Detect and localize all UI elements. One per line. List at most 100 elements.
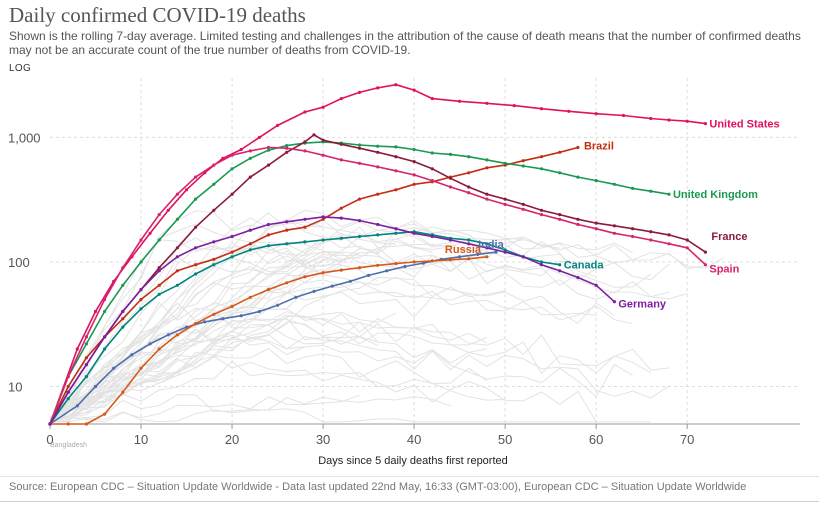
data-point[interactable] (48, 422, 52, 426)
data-point[interactable] (166, 208, 170, 212)
data-point[interactable] (576, 145, 580, 150)
data-point[interactable] (594, 179, 598, 183)
data-point[interactable] (376, 263, 380, 267)
data-point[interactable] (521, 207, 525, 211)
data-point[interactable] (485, 255, 489, 259)
data-point[interactable] (303, 225, 307, 229)
data-point[interactable] (485, 101, 489, 105)
series-label[interactable]: India (478, 239, 505, 251)
data-point[interactable] (266, 222, 271, 227)
data-point[interactable] (285, 242, 289, 246)
data-point[interactable] (348, 279, 352, 283)
data-point[interactable] (285, 228, 289, 232)
data-point[interactable] (667, 118, 671, 122)
data-point[interactable] (75, 404, 79, 408)
data-point[interactable] (412, 182, 416, 186)
data-point[interactable] (121, 390, 125, 394)
data-point[interactable] (703, 263, 708, 267)
data-point[interactable] (321, 105, 325, 109)
series-russia[interactable] (48, 255, 489, 426)
data-point[interactable] (230, 250, 234, 254)
data-point[interactable] (594, 221, 598, 225)
series-label[interactable]: United Kingdom (673, 189, 758, 201)
series-spain[interactable] (48, 145, 708, 426)
data-point[interactable] (285, 281, 289, 285)
data-point[interactable] (139, 238, 143, 242)
data-point[interactable] (667, 192, 671, 196)
data-point[interactable] (357, 143, 362, 147)
data-point[interactable] (412, 231, 416, 235)
series-label[interactable]: France (711, 231, 747, 243)
data-point[interactable] (84, 342, 88, 346)
data-point[interactable] (248, 248, 252, 252)
data-point[interactable] (166, 333, 170, 337)
data-point[interactable] (339, 268, 343, 272)
data-point[interactable] (321, 217, 325, 221)
data-point[interactable] (594, 227, 598, 231)
data-point[interactable] (357, 197, 362, 201)
data-point[interactable] (703, 122, 708, 126)
data-point[interactable] (84, 375, 88, 379)
data-point[interactable] (66, 375, 70, 379)
data-point[interactable] (121, 283, 125, 287)
data-point[interactable] (430, 97, 434, 101)
data-point[interactable] (376, 222, 380, 227)
data-point[interactable] (303, 140, 307, 144)
data-point[interactable] (121, 325, 125, 329)
data-point[interactable] (394, 145, 398, 149)
data-point[interactable] (649, 238, 653, 242)
data-point[interactable] (485, 242, 489, 246)
data-point[interactable] (394, 83, 398, 87)
data-point[interactable] (103, 412, 107, 416)
series-label[interactable]: United States (709, 119, 779, 131)
data-point[interactable] (84, 356, 88, 360)
data-point[interactable] (276, 303, 280, 307)
series-united-kingdom[interactable] (48, 140, 671, 426)
data-point[interactable] (339, 142, 343, 146)
data-point[interactable] (139, 260, 143, 264)
series-label[interactable]: Russia (445, 244, 482, 256)
data-point[interactable] (321, 238, 325, 242)
data-point[interactable] (539, 263, 544, 267)
data-point[interactable] (157, 238, 161, 242)
data-point[interactable] (266, 233, 271, 237)
data-point[interactable] (430, 234, 434, 239)
data-point[interactable] (376, 165, 380, 169)
data-point[interactable] (266, 163, 271, 167)
data-point[interactable] (230, 192, 234, 196)
series-line[interactable] (49, 146, 579, 425)
data-point[interactable] (685, 238, 689, 242)
data-point[interactable] (394, 169, 398, 173)
data-point[interactable] (631, 186, 635, 190)
data-point[interactable] (157, 269, 161, 273)
data-point[interactable] (230, 153, 234, 157)
data-point[interactable] (339, 216, 343, 220)
data-point[interactable] (248, 228, 252, 232)
data-point[interactable] (467, 257, 471, 261)
data-point[interactable] (612, 300, 617, 304)
data-point[interactable] (494, 250, 498, 254)
data-point[interactable] (212, 163, 216, 167)
data-point[interactable] (376, 150, 380, 154)
data-point[interactable] (558, 217, 562, 221)
data-point[interactable] (121, 309, 125, 314)
data-point[interactable] (84, 422, 88, 426)
data-point[interactable] (239, 314, 243, 318)
data-point[interactable] (285, 220, 289, 224)
data-point[interactable] (357, 219, 362, 223)
data-point[interactable] (667, 242, 671, 246)
data-point[interactable] (412, 160, 416, 164)
data-point[interactable] (394, 227, 398, 231)
data-point[interactable] (212, 312, 216, 316)
data-point[interactable] (539, 167, 544, 171)
data-point[interactable] (394, 231, 398, 235)
data-point[interactable] (157, 283, 161, 287)
data-point[interactable] (539, 208, 544, 212)
data-point[interactable] (66, 390, 70, 394)
data-point[interactable] (485, 197, 489, 201)
data-point[interactable] (649, 116, 653, 121)
data-point[interactable] (376, 86, 380, 90)
data-point[interactable] (93, 309, 98, 314)
data-point[interactable] (503, 250, 507, 254)
data-point[interactable] (649, 189, 653, 193)
